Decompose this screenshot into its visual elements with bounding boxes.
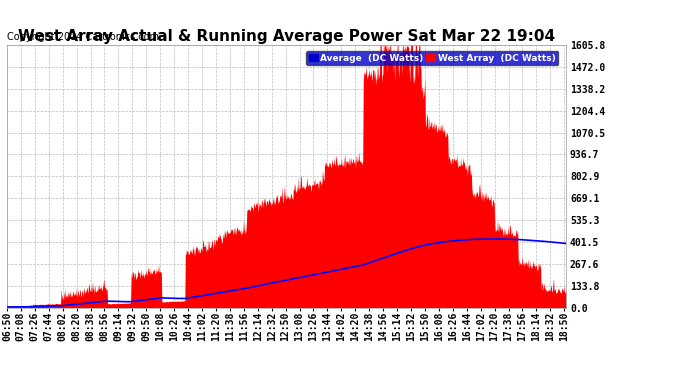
Legend: Average  (DC Watts), West Array  (DC Watts): Average (DC Watts), West Array (DC Watts… bbox=[306, 51, 558, 65]
Title: West Array Actual & Running Average Power Sat Mar 22 19:04: West Array Actual & Running Average Powe… bbox=[18, 29, 555, 44]
Text: Copyright 2014 Cartronics.com: Copyright 2014 Cartronics.com bbox=[7, 32, 159, 42]
